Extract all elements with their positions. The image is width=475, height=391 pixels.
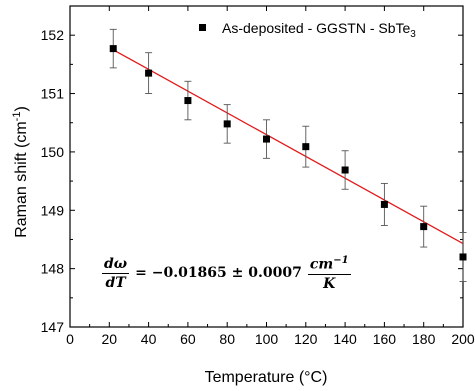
data-point-7 — [380, 200, 388, 208]
slope-value: = −0.01865 ± 0.0007 — [135, 265, 302, 282]
x-tick-label-0: 0 — [66, 331, 74, 347]
legend-marker — [199, 24, 206, 31]
derivative-numerator: dω — [102, 255, 130, 274]
x-axis-title: Temperature (°C) — [205, 369, 328, 386]
x-tick-label-10: 200 — [451, 331, 475, 347]
y-tick-label-4: 151 — [41, 86, 65, 102]
fit-line-group — [112, 49, 464, 245]
x-tick-label-4: 80 — [219, 331, 235, 347]
data-point-1 — [145, 69, 153, 77]
derivative-denominator: dT — [105, 274, 126, 291]
data-point-2 — [184, 97, 192, 105]
x-tick-label-2: 40 — [141, 331, 157, 347]
linear-fit-line — [112, 49, 464, 245]
data-point-0 — [109, 45, 117, 53]
data-point-9 — [459, 253, 467, 261]
data-point-5 — [302, 143, 310, 151]
y-tick-label-3: 150 — [41, 144, 65, 160]
slope-equation: dω dT = −0.01865 ± 0.0007 cm−1 K — [100, 255, 353, 292]
legend-label-sub: 3 — [410, 29, 416, 40]
chart-ticks: 0 20 40 60 80 100 120 140 160 180 200 147 148 149 150 1… — [41, 5, 475, 347]
derivative-fraction: dω dT — [102, 255, 130, 291]
x-tick-label-1: 20 — [102, 331, 118, 347]
unit-fraction: cm−1 K — [307, 255, 351, 292]
data-point-4 — [263, 135, 270, 143]
y-tick-label-2: 149 — [41, 202, 65, 218]
data-point-3 — [223, 120, 231, 128]
y-tick-label-5: 152 — [41, 27, 65, 43]
data-points — [109, 28, 467, 282]
unit-numerator-base: cm — [309, 256, 334, 273]
data-point-6 — [341, 166, 349, 174]
x-tick-label-9: 180 — [412, 331, 436, 347]
legend-label-main: As-deposited - GGSTN - SbTe — [222, 20, 411, 36]
y-tick-label-0: 147 — [41, 319, 65, 335]
unit-numerator: cm−1 — [307, 255, 351, 275]
legend: As-deposited - GGSTN - SbTe3 — [199, 20, 416, 40]
data-point-8 — [420, 223, 428, 231]
x-tick-label-3: 60 — [180, 331, 196, 347]
unit-denominator: K — [323, 275, 336, 292]
y-axis-title-end: ) — [13, 106, 30, 111]
unit-numerator-sup: −1 — [333, 255, 349, 266]
y-tick-label-1: 148 — [41, 261, 65, 277]
x-tick-label-7: 140 — [333, 331, 357, 347]
y-axis-title: Raman shift (cm-1) — [11, 106, 30, 238]
y-axis-title-main: Raman shift (cm — [13, 121, 30, 237]
x-tick-label-8: 160 — [373, 331, 397, 347]
x-tick-label-6: 120 — [294, 331, 318, 347]
x-tick-label-5: 100 — [255, 331, 279, 347]
y-axis-title-sup: -1 — [11, 112, 23, 122]
legend-label: As-deposited - GGSTN - SbTe3 — [222, 20, 416, 40]
